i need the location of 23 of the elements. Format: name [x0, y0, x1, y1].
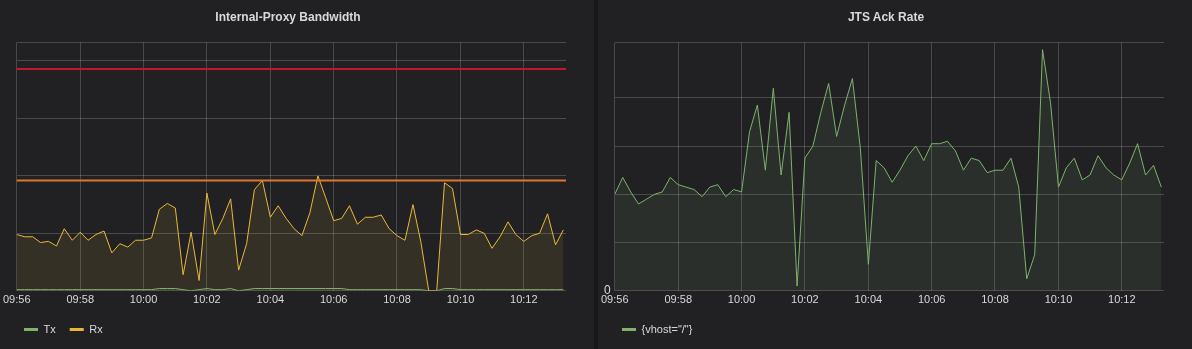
x-tick-label: 09:58: [66, 293, 95, 306]
x-tick-label: 10:04: [256, 293, 285, 306]
x-tick-label: 10:08: [383, 293, 411, 306]
x-tick-label: 10:12: [510, 293, 538, 306]
x-tick-label: 10:00: [727, 293, 756, 306]
x-tick-label: 09:56: [601, 293, 629, 306]
x-tick-label: 10:06: [917, 293, 946, 306]
chart-title: JTS Ack Rate: [847, 9, 925, 24]
x-tick-label: 10:06: [319, 293, 348, 306]
chart-title: Internal-Proxy Bandwidth: [215, 9, 361, 24]
x-tick-label: 09:58: [664, 293, 693, 306]
x-tick-label: 10:08: [981, 293, 1009, 306]
x-tick-label: 10:12: [1108, 293, 1136, 306]
x-tick-label: 10:00: [129, 293, 158, 306]
x-tick-label: 10:10: [1044, 293, 1073, 306]
legend-label: Tx: [43, 322, 57, 335]
x-tick-label: 09:56: [3, 293, 31, 306]
x-tick-label: 10:10: [446, 293, 475, 306]
legend-label: {vhost="/"}: [641, 322, 693, 335]
x-tick-label: 10:04: [854, 293, 883, 306]
legend-label: Rx: [89, 322, 104, 335]
x-tick-label: 10:02: [193, 293, 221, 306]
x-tick-label: 10:02: [791, 293, 819, 306]
